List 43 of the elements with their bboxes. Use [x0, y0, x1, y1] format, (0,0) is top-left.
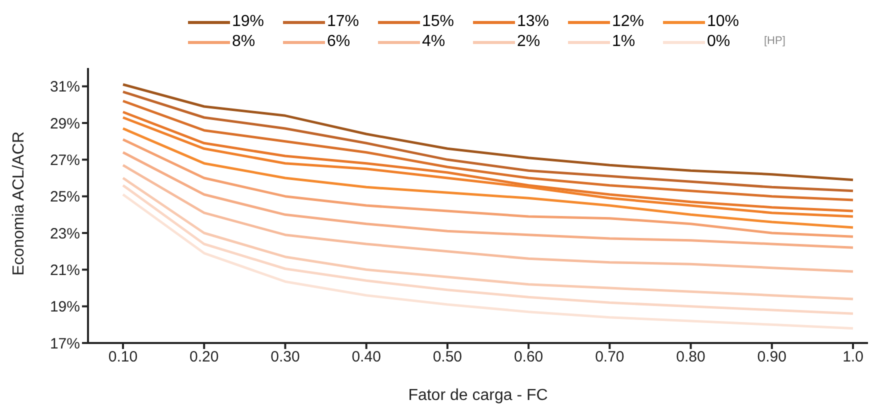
- legend-label: 10%: [707, 13, 740, 31]
- x-tick-label: 0.70: [595, 348, 624, 366]
- x-tick-label: 1.0: [842, 348, 864, 366]
- line-series: [122, 184, 854, 315]
- x-tick-label: 0.30: [270, 348, 300, 366]
- legend-label: 12%: [612, 13, 644, 31]
- line-series: [122, 138, 854, 238]
- legend-label: 1%: [612, 33, 636, 51]
- text: [HP]: [764, 35, 786, 47]
- x-axis-title: Fator de carga - FC: [408, 387, 548, 404]
- line-series: [122, 151, 854, 249]
- x-tick-label: 0.10: [108, 348, 138, 366]
- y-tick-label: 21%: [50, 262, 80, 279]
- legend-label: 15%: [422, 13, 454, 31]
- y-tick-label: 25%: [50, 188, 80, 206]
- y-tick-label: 17%: [50, 335, 80, 352]
- legend-label: 19%: [232, 13, 264, 31]
- x-tick-label: 0.90: [757, 348, 786, 366]
- line-series: [122, 164, 854, 273]
- line-series: [122, 127, 854, 229]
- y-axis-title: Economia ACL/ACR: [10, 131, 28, 276]
- line-series: [122, 100, 854, 202]
- x-tick-label: 0.40: [352, 348, 381, 366]
- line-series: [122, 90, 854, 192]
- y-tick-label: 19%: [50, 298, 80, 316]
- y-tick-label: 23%: [50, 225, 80, 242]
- legend-label: 2%: [517, 33, 540, 51]
- x-tick-label: 0.50: [432, 348, 462, 366]
- legend-label: 13%: [517, 13, 550, 31]
- legend-label: 0%: [707, 33, 730, 51]
- x-tick-label: 0.20: [190, 348, 219, 366]
- y-tick-label: 29%: [50, 115, 80, 132]
- y-tick-label: 31%: [50, 78, 80, 96]
- legend-label: 6%: [327, 33, 350, 51]
- line-series: [122, 83, 854, 182]
- legend-label: 17%: [327, 13, 360, 31]
- y-tick-label: 27%: [50, 152, 80, 169]
- x-tick-label: 0.60: [514, 348, 544, 366]
- line-series: [122, 176, 854, 300]
- x-tick-label: 0.80: [676, 348, 706, 366]
- line-series: [122, 193, 854, 330]
- legend-label: 8%: [232, 33, 256, 51]
- legend-label: 4%: [422, 33, 446, 51]
